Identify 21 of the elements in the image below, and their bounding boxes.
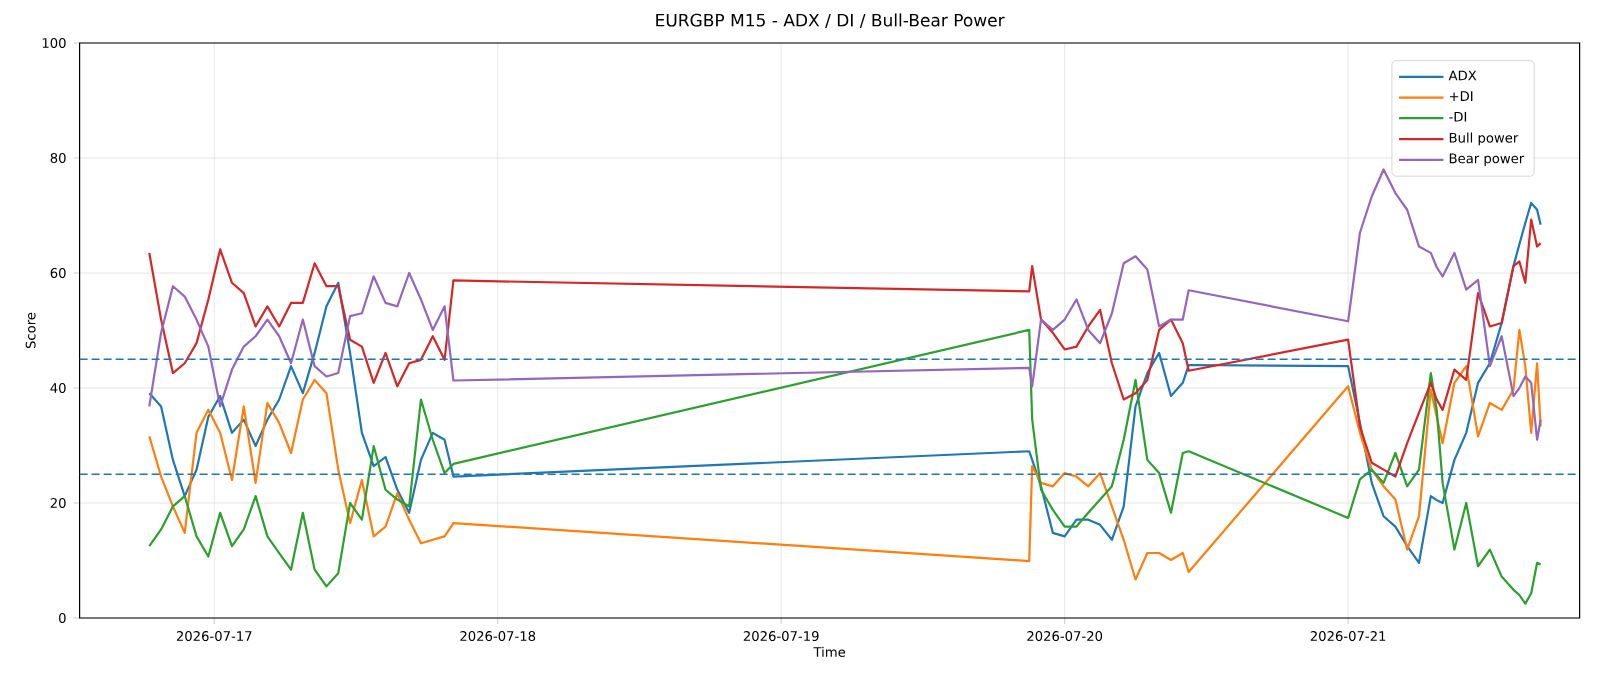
chart-title: EURGBP M15 - ADX / DI / Bull-Bear Power bbox=[656, 13, 1005, 28]
y-tick-label: 60 bbox=[50, 268, 66, 278]
y-tick-label: 20 bbox=[50, 498, 66, 508]
x-tick-label: 2026-07-19 bbox=[743, 631, 819, 642]
legend-label: +DI bbox=[1449, 91, 1473, 101]
y-tick-label: 0 bbox=[59, 613, 66, 623]
x-tick-label: 2026-07-21 bbox=[1310, 631, 1386, 642]
x-tick-label: 2026-07-18 bbox=[460, 631, 536, 642]
y-axis-title: Score bbox=[25, 312, 36, 349]
x-tick-label: 2026-07-17 bbox=[176, 631, 252, 642]
x-axis-title: Time bbox=[813, 646, 846, 657]
y-tick-label: 80 bbox=[50, 153, 66, 163]
line-series bbox=[148, 218, 1542, 478]
x-tick-label: 2026-07-20 bbox=[1027, 631, 1103, 642]
legend-label: -DI bbox=[1449, 111, 1467, 122]
y-tick-label: 100 bbox=[42, 38, 66, 48]
y-tick-label: 40 bbox=[50, 383, 66, 393]
line-series bbox=[148, 168, 1542, 441]
legend-label: Bear power bbox=[1449, 153, 1525, 166]
legend-label: ADX bbox=[1448, 70, 1477, 81]
legend-label: Bull power bbox=[1449, 132, 1519, 146]
